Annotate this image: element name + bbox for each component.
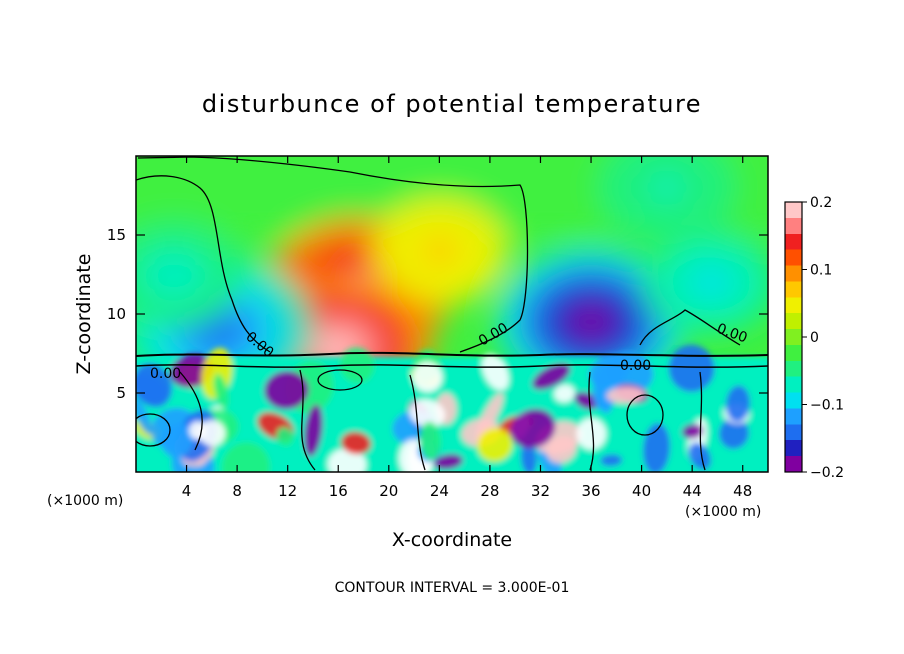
- turbulent-cell: [725, 385, 751, 422]
- x-tick-label: 28: [480, 482, 499, 500]
- turbulent-cell: [198, 420, 226, 446]
- turbulent-cell: [213, 373, 229, 409]
- y-axis-ticks: 5 10 15: [107, 226, 768, 402]
- field-anomaly-7: [649, 173, 685, 202]
- y-axis-label: Z-coordinate: [73, 254, 95, 375]
- turbulent-cell: [554, 384, 575, 403]
- turbulent-cell: [276, 427, 294, 446]
- turbulent-cell: [546, 436, 577, 464]
- turbulent-cell: [588, 353, 630, 388]
- contour-value-label: 0.00: [150, 366, 181, 382]
- turbulent-cell: [433, 454, 463, 470]
- turbulent-cell: [606, 386, 645, 404]
- x-tick-label: 44: [683, 482, 702, 500]
- chart-title: disturbunce of potential temperature: [202, 90, 702, 118]
- turbulent-cell: [409, 399, 446, 428]
- interface-line: [136, 351, 768, 357]
- y-tick-label: 5: [116, 384, 126, 402]
- turbulent-cell: [221, 442, 270, 472]
- contour-eddy-1: [136, 413, 171, 447]
- turbulent-cell: [574, 392, 599, 410]
- turbulent-cell: [718, 417, 749, 449]
- turbulent-cell: [688, 442, 712, 471]
- turbulent-cell: [520, 441, 537, 472]
- zero-contour-main: [137, 156, 529, 353]
- contour-lines: [136, 156, 768, 471]
- field-anomaly-4: [567, 303, 615, 341]
- colorbar-tick-label: 0: [810, 330, 819, 346]
- contour-lower-5: [699, 371, 706, 471]
- colorbar: 0.2 0.1 0 −0.1 −0.2: [784, 195, 844, 481]
- zero-contour-right: [639, 309, 741, 346]
- contour-lower-3: [409, 374, 426, 471]
- turbulent-cell: [642, 423, 671, 472]
- contour-interval-note: CONTOUR INTERVAL = 3.000E-01: [335, 580, 570, 596]
- colorbar-tick-label: 0.1: [810, 263, 832, 279]
- turbulent-cell: [341, 431, 371, 455]
- contour-eddy-2: [626, 394, 664, 436]
- colorbar-tick-label: −0.2: [810, 465, 844, 481]
- x-axis-label: X-coordinate: [392, 529, 512, 551]
- turbulent-cell: [136, 398, 153, 435]
- x-tick-label: 16: [329, 482, 348, 500]
- turbulent-cell: [136, 363, 173, 408]
- turbulent-cell: [412, 361, 443, 393]
- turbulent-cell: [510, 408, 556, 449]
- contour-eddy-3: [317, 369, 363, 391]
- field-anomaly-5: [156, 260, 192, 289]
- interface-line-2: [136, 364, 768, 368]
- turbulent-cell: [600, 454, 623, 467]
- x-tick-label: 24: [430, 482, 449, 500]
- turbulent-cell: [264, 370, 309, 410]
- y-tick-label: 10: [107, 305, 126, 323]
- colorbar-fill: [785, 202, 802, 472]
- x-tick-label: 8: [232, 482, 242, 500]
- colorbar-ticks: 0.2 0.1 0 −0.1 −0.2: [802, 195, 844, 481]
- x-tick-label: 20: [379, 482, 398, 500]
- turbulent-cell: [303, 404, 323, 457]
- x-tick-label: 4: [182, 482, 192, 500]
- x-axis-ticks: 4 8 12 16 20 24 28 32 36 40 44 48: [182, 156, 752, 500]
- x-tick-label: 12: [278, 482, 297, 500]
- plot-area: 0.00 0.00 0.000.00 0.00: [136, 156, 768, 472]
- turbulent-cell: [419, 421, 441, 461]
- field-anomaly-6: [693, 268, 729, 297]
- x-tick-label: 36: [581, 482, 600, 500]
- x-unit-right: (×1000 m): [685, 504, 761, 520]
- turbulent-cell: [682, 424, 703, 439]
- turbulent-cell: [481, 353, 509, 391]
- zero-contour-upper: [136, 175, 271, 353]
- field-anomaly-2: [421, 237, 457, 265]
- x-tick-label: 48: [733, 482, 752, 500]
- colorbar-tick-label: −0.1: [810, 398, 844, 414]
- turbulent-cell: [477, 427, 513, 462]
- x-tick-label: 32: [531, 482, 550, 500]
- contour-lower-2: [299, 369, 316, 471]
- contour-value-label: 0.00: [620, 358, 651, 374]
- x-unit-left: (×1000 m): [47, 493, 123, 509]
- colorbar-tick-label: 0.2: [810, 195, 832, 211]
- lower-turbulent-field: [136, 344, 768, 472]
- turbulent-cell: [576, 418, 607, 450]
- contour-lower-1: [179, 371, 203, 451]
- turbulent-cell: [532, 363, 571, 390]
- contour-lower-4: [588, 371, 595, 471]
- y-tick-label: 15: [107, 226, 126, 244]
- turbulent-cell: [327, 448, 367, 472]
- x-tick-label: 40: [632, 482, 651, 500]
